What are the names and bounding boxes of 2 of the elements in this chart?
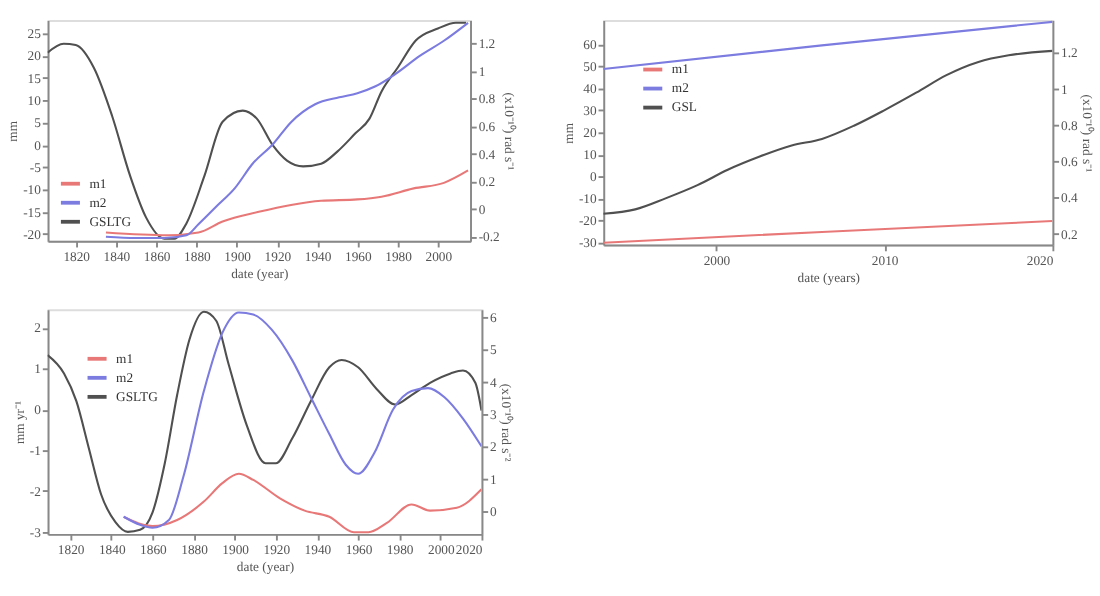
line-series: [122, 472, 482, 534]
line-series: [603, 49, 1053, 215]
